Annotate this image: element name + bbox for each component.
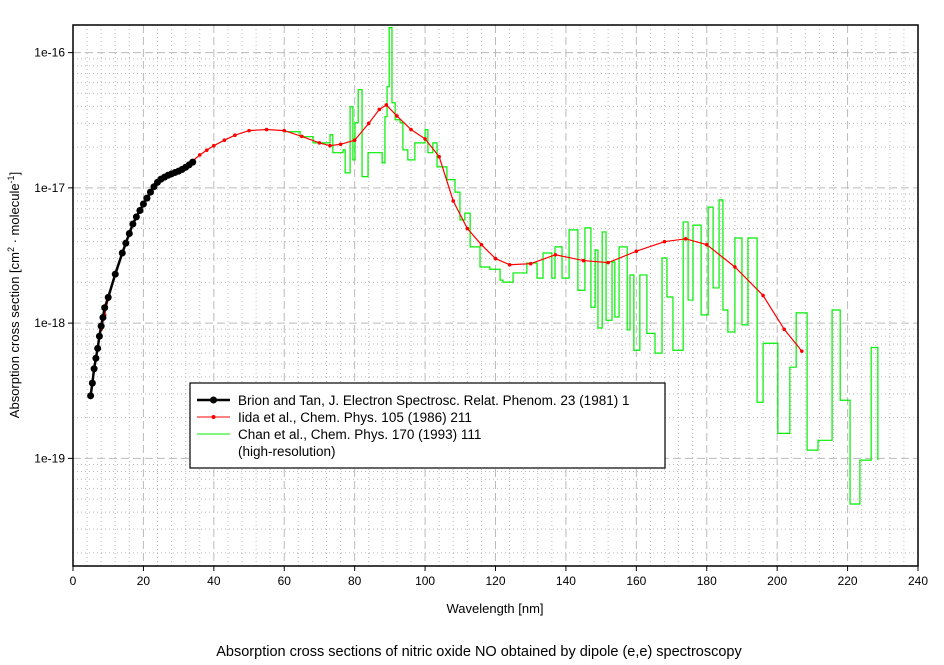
data-point-brion [87, 392, 95, 400]
data-point-iida [479, 242, 484, 247]
chart-caption: Absorption cross sections of nitric oxid… [216, 644, 742, 660]
y-tick-label: 1e-17 [34, 181, 65, 195]
series-layer [87, 27, 879, 505]
x-tick-label: 220 [838, 574, 858, 588]
data-point-iida [634, 249, 639, 254]
y-label-end: ] [7, 172, 22, 176]
data-point-iida [247, 128, 251, 133]
data-point-iida [338, 142, 343, 147]
legend: Brion and Tan, J. Electron Spectrosc. Re… [189, 382, 666, 469]
series-line-brion [89, 161, 194, 396]
data-point-iida [423, 137, 427, 141]
data-point-iida [197, 153, 202, 157]
series-line-chan [284, 27, 879, 505]
data-point-brion [101, 304, 109, 312]
data-point-brion [143, 194, 151, 202]
x-tick-label: 200 [767, 574, 787, 588]
y-label-sup1: 2 [6, 247, 16, 252]
x-tick-label: 180 [697, 574, 717, 588]
y-axis-label: Absorption cross section [cm2 · molecule… [6, 172, 22, 418]
data-point-iida [204, 148, 209, 152]
x-tick-label: 120 [485, 574, 505, 588]
data-point-brion [146, 188, 154, 196]
data-point-iida [282, 128, 287, 133]
data-point-iida [528, 261, 533, 266]
x-tick-label: 140 [556, 574, 576, 588]
data-point-brion [104, 293, 112, 301]
data-point-iida [606, 260, 610, 265]
data-point-iida [704, 242, 709, 247]
data-point-brion [90, 365, 98, 373]
data-point-brion [99, 314, 107, 322]
data-point-iida [222, 138, 227, 143]
data-point-iida [366, 121, 371, 126]
data-point-iida [384, 103, 389, 107]
legend-marker-iida [211, 415, 216, 419]
x-tick-label: 60 [278, 574, 292, 588]
data-point-brion [95, 332, 103, 340]
grid [73, 25, 918, 566]
data-point-iida [409, 127, 413, 132]
data-point-iida [782, 327, 787, 332]
x-tick-label: 100 [415, 574, 435, 588]
data-point-iida [328, 143, 332, 148]
data-point-brion [111, 270, 119, 278]
data-point-iida [300, 134, 304, 139]
data-point-iida [395, 114, 399, 118]
x-tick-label: 40 [207, 574, 221, 588]
x-tick-label: 20 [137, 574, 151, 588]
legend-label-chan-line2: (high-resolution) [238, 444, 336, 459]
y-tick-label: 1e-16 [34, 46, 65, 60]
legend-marker-brion [210, 396, 217, 404]
data-point-brion [92, 354, 100, 362]
data-point-brion [136, 207, 144, 215]
data-point-brion [125, 229, 133, 237]
data-point-iida [733, 265, 737, 269]
data-point-brion [94, 344, 102, 352]
x-tick-label: 240 [908, 574, 928, 588]
data-point-brion [97, 322, 105, 330]
x-tick-label: 160 [626, 574, 646, 588]
data-point-brion [132, 213, 140, 221]
data-point-brion [122, 239, 130, 247]
data-point-iida [553, 252, 558, 257]
data-point-brion [139, 200, 147, 208]
data-point-iida [507, 262, 512, 267]
data-point-iida [264, 127, 269, 132]
y-tick-label: 1e-18 [34, 316, 65, 330]
data-point-iida [233, 133, 237, 138]
x-tick-label: 0 [70, 574, 77, 588]
data-point-iida [377, 107, 382, 112]
data-point-iida [800, 349, 804, 353]
data-point-brion [189, 158, 197, 166]
data-point-iida [212, 143, 216, 148]
data-point-iida [465, 226, 470, 231]
legend-label-iida: Iida et al., Chem. Phys. 105 (1986) 211 [238, 410, 472, 425]
data-point-brion [88, 379, 96, 387]
data-point-iida [493, 256, 498, 261]
data-point-brion [129, 220, 137, 228]
y-label-sup2: -1 [6, 175, 16, 183]
legend-label-chan: Chan et al., Chem. Phys. 170 (1993) 111 [238, 427, 481, 442]
x-tick-label: 80 [348, 574, 362, 588]
data-point-iida [581, 258, 586, 263]
data-point-iida [352, 138, 357, 143]
y-label-main: Absorption cross section [cm [7, 252, 22, 418]
data-point-iida [662, 239, 667, 244]
ticks: 0 20 40 60 80 100 120 140 160 180 200 220 240 1e-16 1e… [34, 46, 928, 588]
y-label-mid: · molecule [7, 183, 22, 247]
legend-box [189, 382, 666, 469]
data-point-iida [317, 141, 322, 145]
data-point-iida [683, 237, 688, 241]
y-tick-label: 1e-19 [34, 451, 65, 465]
data-point-iida [451, 199, 456, 203]
data-point-iida [437, 154, 441, 159]
x-axis-label: Wavelength [nm] [446, 601, 543, 616]
data-point-brion [118, 249, 126, 257]
data-point-iida [761, 293, 765, 298]
legend-label-brion: Brion and Tan, J. Electron Spectrosc. Re… [238, 393, 629, 408]
